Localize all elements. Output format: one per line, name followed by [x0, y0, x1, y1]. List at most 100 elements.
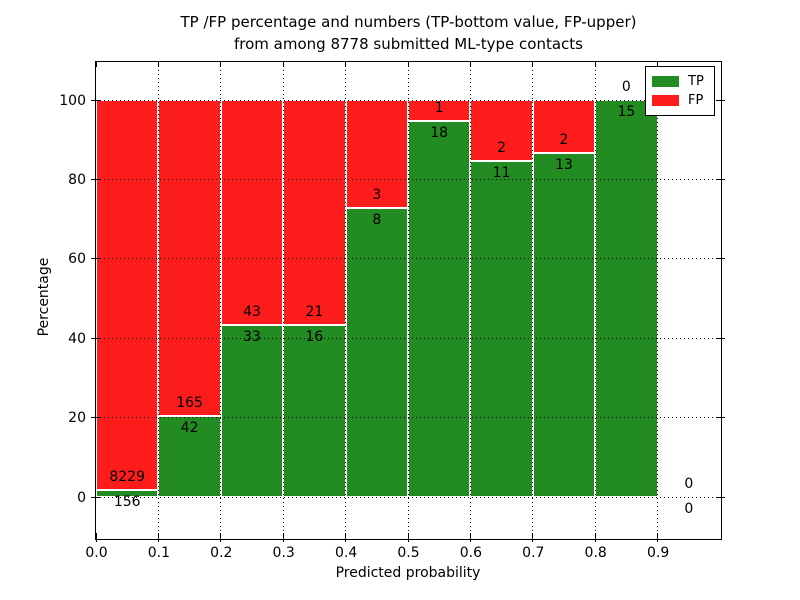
- x-tick-label: 0.2: [210, 545, 233, 561]
- x-tick-label: 0.6: [459, 545, 483, 561]
- grid-line-vertical: [157, 62, 159, 538]
- tp-count-label: 33: [243, 328, 261, 345]
- chart-title-line2: from among 8778 submitted ML-type contac…: [234, 35, 583, 53]
- bar-segment-fp: [96, 100, 159, 490]
- x-tick-mark-top: [407, 61, 409, 67]
- y-tick-label: 40: [68, 330, 86, 347]
- fp-count-label: 0: [684, 476, 694, 492]
- y-tick-mark-left: [91, 417, 100, 419]
- bar-segment-tp: [96, 489, 159, 497]
- tp-count-label: 0: [684, 501, 694, 517]
- bar-segment-fp: [158, 100, 221, 417]
- y-tick-mark-left: [91, 337, 100, 339]
- plot-area: 8229 156 165 42 43 33 21 16 3 8 1 18 2 11 2 13 0 15 0 0: [91, 61, 725, 542]
- grid-line-vertical: [532, 62, 534, 538]
- tp-count-label: 8: [372, 212, 382, 229]
- bar-segment-fp: [532, 100, 596, 153]
- y-axis-label: Percentage: [36, 257, 52, 337]
- x-tick-mark-top: [345, 61, 347, 67]
- x-tick-label: 0.7: [522, 545, 545, 561]
- bar-segment-tp: [532, 152, 596, 497]
- legend-fp-swatch-icon: [652, 95, 679, 106]
- y-tick-label: 80: [68, 171, 86, 188]
- bar-segment-tp: [470, 161, 533, 497]
- fp-count-label: 21: [305, 304, 324, 321]
- tp-count-label: 42: [180, 420, 199, 437]
- legend-fp-label: FP: [688, 93, 704, 108]
- x-tick-mark-bottom: [657, 533, 659, 542]
- x-tick-label: 0.0: [85, 545, 108, 561]
- x-tick-mark-top: [157, 61, 159, 67]
- x-tick-mark-top: [220, 61, 222, 67]
- fp-count-label: 43: [243, 303, 261, 320]
- x-tick-mark-top: [657, 61, 659, 67]
- grid-line-vertical: [657, 62, 659, 538]
- x-tick-label: 0.5: [397, 545, 420, 561]
- x-tick-mark-bottom: [345, 533, 347, 542]
- tp-count-label: 11: [492, 165, 511, 182]
- x-tick-mark-bottom: [407, 533, 409, 542]
- tp-count-label: 156: [113, 493, 141, 510]
- legend: TP FP: [645, 66, 715, 116]
- tp-count-label: 13: [555, 156, 573, 173]
- tp-count-label: 15: [617, 104, 636, 120]
- x-axis-label: Predicted probability: [335, 565, 481, 581]
- chart-title: TP /FP percentage and numbers (TP-bottom…: [96, 11, 721, 55]
- x-tick-mark-bottom: [157, 533, 159, 542]
- grid-line-vertical: [220, 62, 222, 538]
- x-tick-mark-top: [95, 61, 97, 67]
- bar-segment-tp: [345, 208, 408, 497]
- x-tick-mark-bottom: [469, 533, 471, 542]
- x-tick-label: 0.4: [334, 545, 358, 561]
- x-tick-mark-bottom: [95, 533, 97, 542]
- fp-count-label: 1: [434, 99, 444, 116]
- y-tick-mark-left: [91, 178, 100, 180]
- x-tick-mark-top: [532, 61, 534, 67]
- legend-tp-label: TP: [688, 74, 704, 89]
- tp-count-label: 16: [305, 329, 324, 346]
- y-tick-mark-right: [716, 496, 725, 498]
- fp-count-label: 2: [497, 140, 507, 157]
- fp-count-label: 3: [372, 187, 382, 204]
- bar-segment-tp: [220, 324, 284, 497]
- y-tick-mark-left: [91, 99, 100, 101]
- y-tick-label: 100: [59, 92, 86, 109]
- grid-line-vertical: [282, 62, 284, 538]
- bar-segment-fp: [220, 100, 284, 325]
- legend-entry-fp: FP: [652, 91, 708, 110]
- grid-line-vertical: [469, 62, 471, 538]
- y-tick-label: 20: [68, 410, 86, 427]
- y-tick-mark-right: [716, 337, 725, 339]
- x-tick-mark-top: [469, 61, 471, 67]
- y-tick-label: 60: [68, 251, 86, 268]
- tp-count-label: 18: [430, 124, 449, 141]
- chart-title-line1: TP /FP percentage and numbers (TP-bottom…: [180, 13, 637, 31]
- x-tick-label: 0.9: [646, 545, 670, 561]
- bar-segment-fp: [283, 100, 346, 326]
- x-tick-mark-bottom: [282, 533, 284, 542]
- fp-count-label: 2: [559, 131, 569, 148]
- grid-line-vertical: [345, 62, 347, 538]
- bar-segment-fp: [470, 100, 533, 162]
- x-tick-mark-top: [282, 61, 284, 67]
- x-tick-label: 0.3: [272, 545, 295, 561]
- y-tick-mark-left: [91, 258, 100, 260]
- legend-entry-tp: TP: [652, 72, 708, 91]
- fp-count-label: 8229: [109, 468, 146, 485]
- x-tick-label: 0.1: [147, 545, 171, 561]
- x-tick-label: 0.8: [584, 545, 607, 561]
- x-tick-mark-bottom: [220, 533, 222, 542]
- legend-tp-swatch-icon: [652, 76, 679, 87]
- grid-line-vertical: [594, 62, 596, 538]
- bar-segment-tp: [595, 100, 658, 497]
- fp-count-label: 0: [621, 79, 631, 95]
- y-tick-mark-right: [716, 99, 725, 101]
- y-tick-mark-right: [716, 258, 725, 260]
- bar-segment-tp: [408, 120, 471, 497]
- x-tick-mark-bottom: [532, 533, 534, 542]
- y-tick-mark-right: [716, 417, 725, 419]
- bar-segment-tp: [158, 416, 221, 497]
- x-tick-mark-top: [594, 61, 596, 67]
- bar-segment-fp: [345, 100, 408, 209]
